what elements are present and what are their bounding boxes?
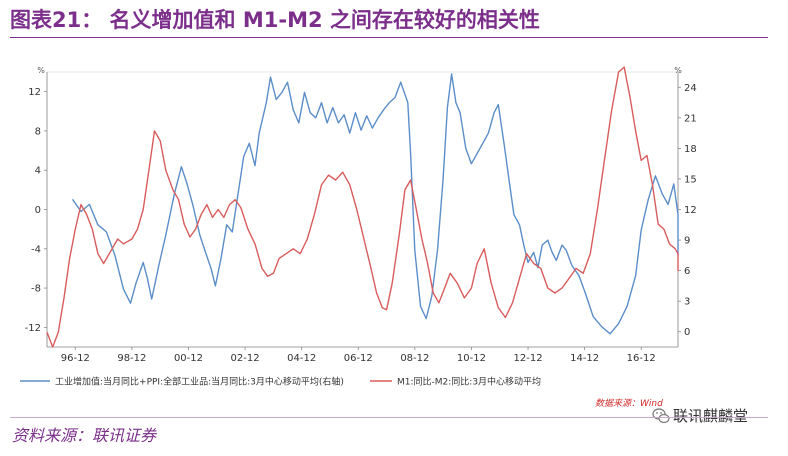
right-tick-label: 12 bbox=[684, 205, 697, 216]
x-tick-label: 04-12 bbox=[287, 353, 316, 364]
wechat-account-name: 联讯麒麟堂 bbox=[673, 407, 749, 425]
right-tick-label: 0 bbox=[684, 327, 690, 338]
left-tick-label: 8 bbox=[35, 126, 41, 137]
x-tick-label: 00-12 bbox=[174, 353, 203, 364]
x-tick-label: 10-12 bbox=[457, 353, 486, 364]
left-tick-label: -4 bbox=[31, 244, 41, 255]
title-divider bbox=[10, 37, 768, 38]
x-tick-label: 08-12 bbox=[400, 353, 429, 364]
source-divider bbox=[10, 417, 768, 418]
right-tick-label: 21 bbox=[684, 113, 697, 124]
x-axis: 96-12 98-12 00-12 02-12 04-12 06-12 08-12 10-12… bbox=[47, 346, 678, 364]
right-axis-unit: % bbox=[674, 66, 682, 75]
x-tick-label: 12-12 bbox=[514, 353, 543, 364]
right-tick-label: 9 bbox=[684, 236, 690, 247]
chart-title: 图表21： 名义增加值和 M1-M2 之间存在较好的相关性 bbox=[10, 8, 540, 32]
series-line-m1-m2 bbox=[46, 66, 679, 348]
x-tick-label: 16-12 bbox=[627, 353, 656, 364]
x-tick-label: 14-12 bbox=[570, 353, 599, 364]
right-tick-label: 15 bbox=[684, 174, 697, 185]
left-tick-label: 12 bbox=[28, 87, 41, 98]
left-tick-label: 0 bbox=[35, 205, 41, 216]
wechat-icon bbox=[652, 407, 670, 423]
wind-watermark: 数据来源：Wind bbox=[595, 399, 663, 409]
x-tick-label: 06-12 bbox=[344, 353, 373, 364]
line-chart: % % -12 -8 -4 0 4 8 12 0 3 6 9 12 15 18 21 24 96-12 98-… bbox=[20, 66, 697, 388]
x-tick-label: 98-12 bbox=[117, 353, 146, 364]
x-tick-label: 96-12 bbox=[61, 353, 90, 364]
right-axis: 0 3 6 9 12 15 18 21 24 bbox=[677, 72, 697, 347]
legend-label: 工业增加值:当月同比+PPI:全部工业品:当月同比:3月中心移动平均(右轴) bbox=[55, 376, 344, 388]
left-tick-label: -12 bbox=[25, 323, 41, 334]
series-line-industrial-ppi bbox=[71, 73, 679, 335]
wechat-watermark: 联讯麒麟堂 bbox=[652, 405, 748, 426]
right-tick-label: 3 bbox=[684, 297, 690, 308]
left-axis: -12 -8 -4 0 4 8 12 bbox=[25, 72, 48, 347]
right-tick-label: 18 bbox=[684, 144, 697, 155]
left-tick-label: 4 bbox=[35, 166, 41, 177]
left-axis-unit: % bbox=[37, 66, 45, 75]
left-tick-label: -8 bbox=[31, 284, 41, 295]
source-note: 资料来源：联讯证券 bbox=[12, 426, 157, 445]
right-tick-label: 24 bbox=[684, 83, 697, 94]
series-lines bbox=[46, 66, 679, 348]
x-tick-label: 02-12 bbox=[231, 353, 260, 364]
legend: 工业增加值:当月同比+PPI:全部工业品:当月同比:3月中心移动平均(右轴) M1… bbox=[20, 376, 541, 388]
right-tick-label: 6 bbox=[684, 266, 690, 277]
legend-label: M1:同比-M2:同比:3月中心移动平均 bbox=[397, 376, 541, 388]
plot-frame bbox=[46, 71, 679, 348]
